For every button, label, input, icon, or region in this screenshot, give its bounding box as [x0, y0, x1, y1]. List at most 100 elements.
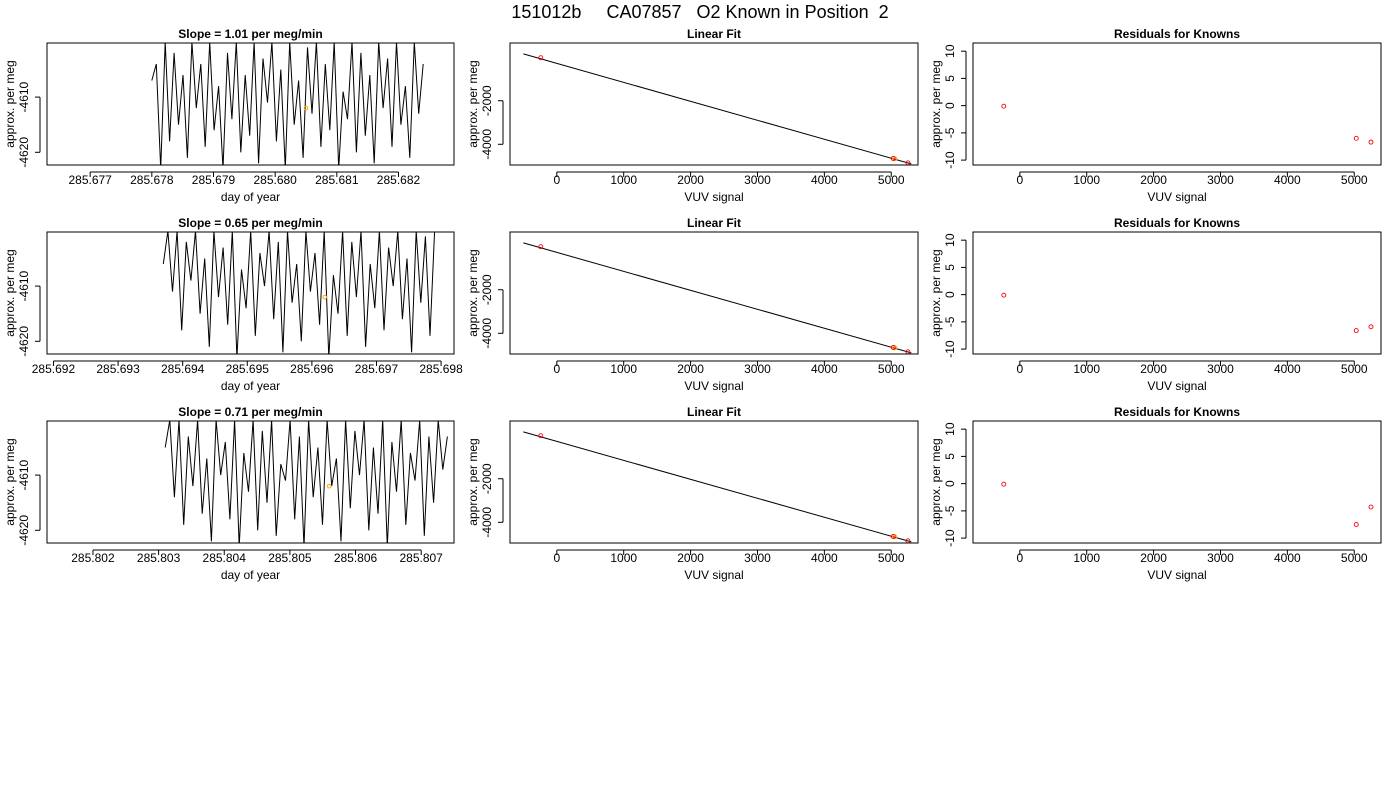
- y-tick-label: -4000: [480, 129, 494, 160]
- x-axis-label: VUV signal: [1147, 379, 1206, 393]
- x-tick-label: 5000: [878, 173, 905, 187]
- page-title: 151012b CA07857 O2 Known in Position 2: [511, 2, 889, 22]
- x-tick-label: 3000: [744, 173, 771, 187]
- x-axis-label: VUV signal: [1147, 190, 1206, 204]
- y-tick-label: -5: [943, 505, 957, 516]
- y-tick-label: 10: [943, 44, 957, 58]
- y-axis-label: approx. per meg: [929, 438, 943, 525]
- x-tick-label: 285.696: [290, 362, 334, 376]
- plot-frame: [509, 42, 919, 166]
- x-tick-label: 0: [553, 551, 560, 565]
- x-tick-label: 3000: [1207, 551, 1234, 565]
- x-axis-label: day of year: [221, 190, 280, 204]
- y-tick-label: 0: [943, 480, 957, 487]
- plot-frame: [46, 42, 455, 166]
- known-point: [1353, 522, 1359, 527]
- x-tick-label: 3000: [744, 362, 771, 376]
- x-tick-label: 0: [1016, 362, 1023, 376]
- chart-title: Slope = 0.71 per meg/min: [178, 405, 322, 419]
- x-tick-label: 4000: [811, 551, 838, 565]
- chart-title: Slope = 0.65 per meg/min: [178, 216, 322, 230]
- y-tick-label: 5: [943, 453, 957, 460]
- x-tick-label: 4000: [1274, 362, 1301, 376]
- x-tick-label: 285.697: [355, 362, 399, 376]
- y-tick-label: -10: [943, 340, 957, 358]
- x-tick-label: 4000: [811, 362, 838, 376]
- plot-area: [151, 43, 424, 165]
- y-axis-label: approx. per meg: [929, 249, 943, 336]
- x-tick-label: 3000: [1207, 362, 1234, 376]
- y-tick-label: 10: [943, 422, 957, 436]
- y-axis-label: approx. per meg: [466, 60, 480, 147]
- y-tick-label: -10: [943, 151, 957, 169]
- x-tick-label: 285.803: [137, 551, 181, 565]
- panel-6: Residuals for Knowns 0 1000 2000 3000 4000 500…: [929, 216, 1382, 393]
- x-tick-label: 285.698: [419, 362, 463, 376]
- x-tick-label: 285.682: [377, 173, 421, 187]
- x-tick-label: 4000: [1274, 551, 1301, 565]
- y-tick-label: -2000: [480, 85, 494, 116]
- x-axis-label: VUV signal: [684, 568, 743, 582]
- plot-frame: [46, 231, 455, 355]
- plot-area: [523, 242, 912, 354]
- x-tick-label: 0: [553, 362, 560, 376]
- panel-5: Linear Fit 0 1000 2000 3000 4000 5000 VUV signa…: [466, 216, 919, 393]
- y-tick-label: -10: [943, 529, 957, 547]
- y-tick-label: -4610: [17, 459, 31, 490]
- x-tick-label: 285.694: [161, 362, 205, 376]
- sample-point: [303, 105, 309, 111]
- fit-line: [523, 242, 912, 354]
- x-tick-label: 285.695: [226, 362, 270, 376]
- known-point: [1353, 135, 1359, 141]
- plot-frame: [972, 231, 1382, 355]
- x-tick-label: 1000: [1073, 362, 1100, 376]
- x-axis-label: VUV signal: [684, 190, 743, 204]
- x-tick-label: 0: [553, 173, 560, 187]
- plot-frame: [46, 420, 455, 544]
- x-tick-label: 285.806: [334, 551, 378, 565]
- panel-9: Residuals for Knowns 0 1000 2000 3000 4000 500…: [929, 405, 1382, 582]
- x-tick-label: 5000: [878, 551, 905, 565]
- x-tick-label: 285.681: [315, 173, 359, 187]
- x-tick-label: 285.679: [192, 173, 236, 187]
- x-tick-label: 285.804: [203, 551, 247, 565]
- x-tick-label: 5000: [1341, 362, 1368, 376]
- x-tick-label: 285.692: [32, 362, 76, 376]
- plot-area: [1001, 292, 1374, 334]
- x-tick-label: 1000: [610, 551, 637, 565]
- x-tick-label: 2000: [677, 551, 704, 565]
- plot-frame: [509, 420, 919, 544]
- y-tick-label: -4620: [17, 137, 31, 168]
- x-tick-label: 1000: [610, 362, 637, 376]
- x-tick-label: 2000: [1140, 551, 1167, 565]
- x-tick-label: 5000: [1341, 173, 1368, 187]
- known-point: [1353, 328, 1359, 334]
- x-tick-label: 5000: [1341, 551, 1368, 565]
- known-point: [1001, 481, 1007, 487]
- x-axis-label: VUV signal: [1147, 568, 1206, 582]
- x-tick-label: 4000: [1274, 173, 1301, 187]
- y-tick-label: -4620: [17, 515, 31, 546]
- y-tick-label: -4610: [17, 81, 31, 112]
- y-tick-label: -4000: [480, 318, 494, 349]
- plot-area: [1001, 103, 1374, 145]
- trace-line: [164, 421, 448, 543]
- known-point: [1368, 139, 1374, 145]
- trace-line: [162, 232, 436, 354]
- chart-title: Residuals for Knowns: [1114, 405, 1240, 419]
- sample-point: [326, 483, 332, 489]
- panel-8: Linear Fit 0 1000 2000 3000 4000 5000 VUV signa…: [466, 405, 919, 582]
- x-tick-label: 1000: [1073, 551, 1100, 565]
- y-axis-label: approx. per meg: [466, 438, 480, 525]
- x-tick-label: 3000: [744, 551, 771, 565]
- plot-frame: [972, 420, 1382, 544]
- x-tick-label: 285.693: [96, 362, 140, 376]
- x-tick-label: 2000: [677, 362, 704, 376]
- panel-7: Slope = 0.71 per meg/min 285.802 285.803 28…: [3, 405, 455, 582]
- x-axis-label: VUV signal: [684, 379, 743, 393]
- known-point: [1001, 292, 1007, 298]
- x-axis-label: day of year: [221, 568, 280, 582]
- y-axis-label: approx. per meg: [466, 249, 480, 336]
- chart-title: Linear Fit: [687, 405, 741, 419]
